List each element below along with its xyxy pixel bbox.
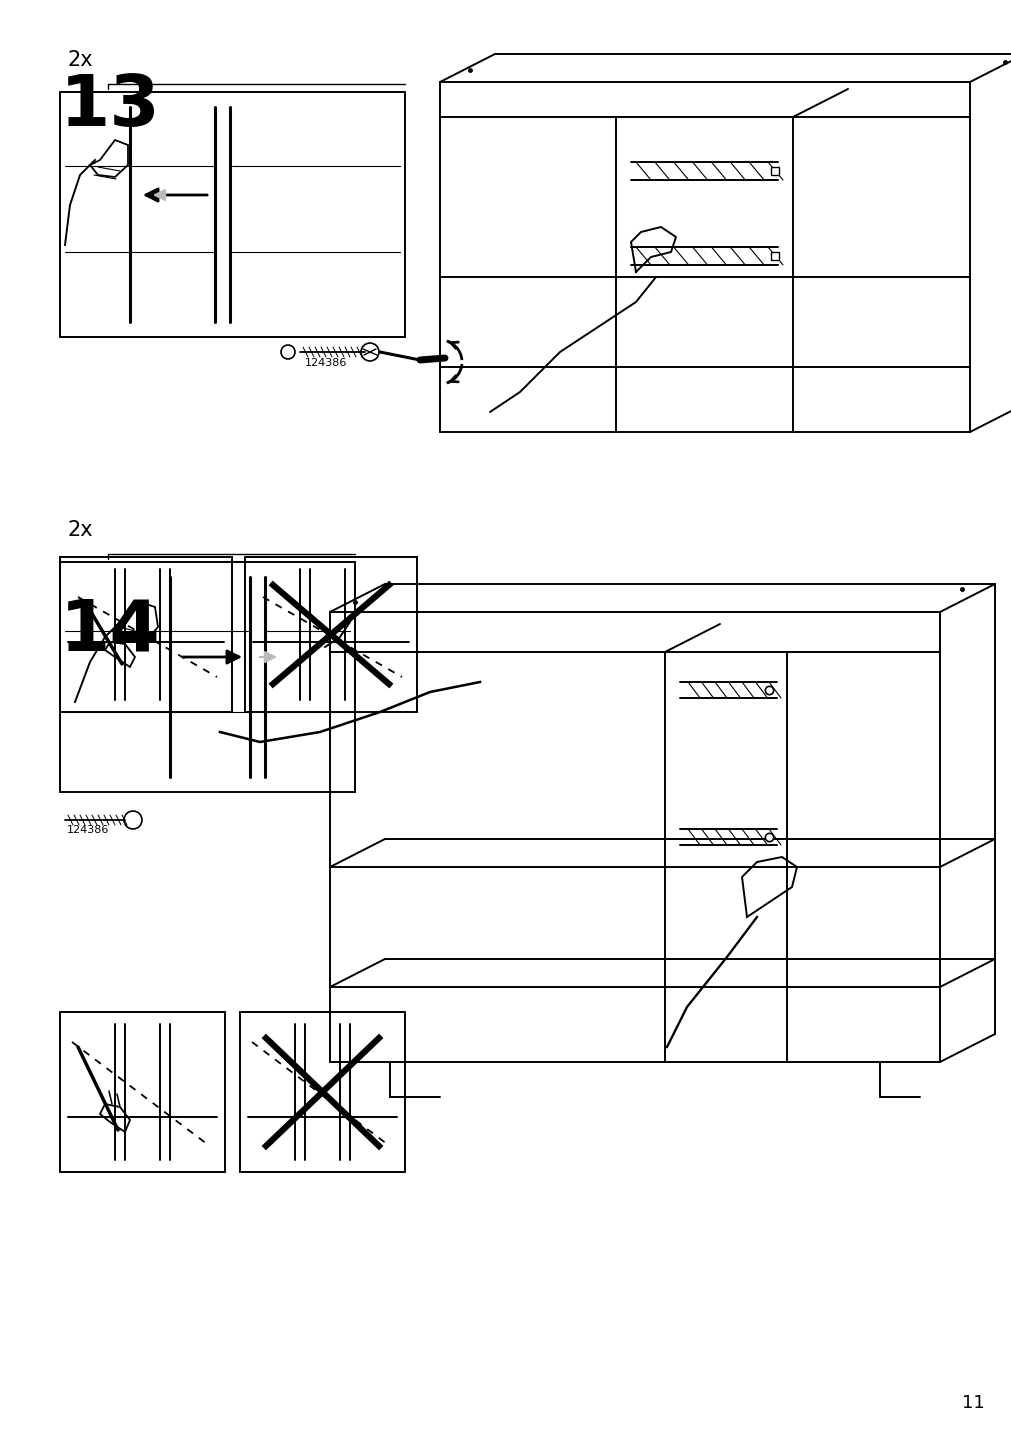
Bar	[60, 1012, 224, 1171]
Text: 11: 11	[961, 1393, 984, 1412]
Circle shape	[281, 345, 295, 359]
Bar	[60, 92, 404, 337]
Text: 2x: 2x	[68, 520, 94, 540]
Bar	[245, 557, 417, 712]
Bar	[240, 1012, 404, 1171]
Circle shape	[124, 811, 142, 829]
Text: 14: 14	[60, 597, 161, 666]
Bar	[60, 557, 232, 712]
Bar	[60, 561, 355, 792]
Text: 2x: 2x	[68, 50, 94, 70]
Circle shape	[361, 344, 379, 361]
Text: 124386: 124386	[304, 358, 347, 368]
Text: 13: 13	[60, 72, 161, 140]
Text: 124386: 124386	[67, 825, 109, 835]
